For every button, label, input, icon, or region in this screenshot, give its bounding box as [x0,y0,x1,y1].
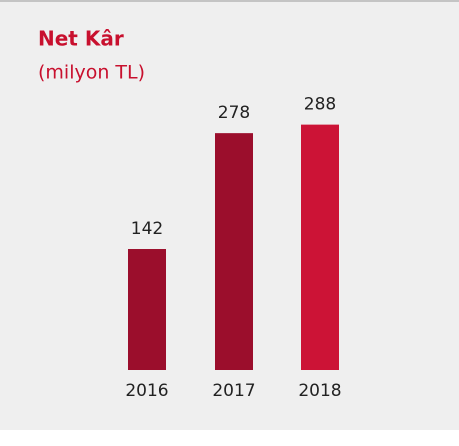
x-tick-label: 2016 [125,381,168,401]
chart-title: Net Kâr [38,27,124,51]
value-label: 142 [131,219,163,239]
x-tick-label: 2018 [298,381,341,401]
bar [215,133,253,370]
value-label: 288 [304,95,336,115]
chart-subtitle: (milyon TL) [38,62,145,84]
value-label: 278 [218,103,250,123]
bar [128,249,166,370]
bar [301,124,339,371]
x-tick-label: 2017 [212,381,255,401]
